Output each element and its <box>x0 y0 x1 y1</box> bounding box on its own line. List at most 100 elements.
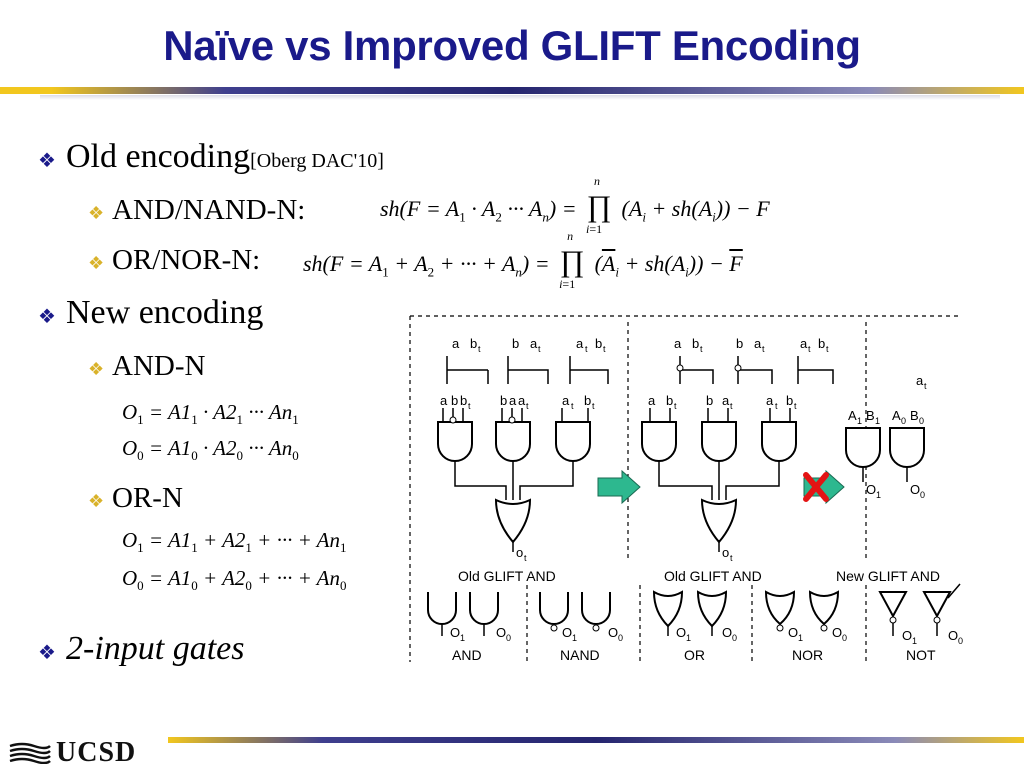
slide-title: Naïve vs Improved GLIFT Encoding <box>163 22 861 69</box>
svg-text:0: 0 <box>920 490 925 500</box>
diamond-bullet-icon: ❖ <box>38 306 56 328</box>
svg-text:b: b <box>460 393 467 408</box>
citation: [Oberg DAC'10] <box>250 150 384 172</box>
svg-text:O: O <box>788 625 798 640</box>
svg-text:O: O <box>832 625 842 640</box>
svg-text:t: t <box>808 344 811 354</box>
svg-text:a: a <box>452 336 460 351</box>
diamond-bullet-icon: ❖ <box>88 203 105 223</box>
equation-or-o1: O1 = A11 + A21 + ··· + An1 <box>122 528 347 556</box>
svg-text:O: O <box>608 625 618 640</box>
svg-text:t: t <box>730 401 733 411</box>
svg-text:a: a <box>518 393 526 408</box>
svg-text:O: O <box>910 482 920 497</box>
svg-text:0: 0 <box>919 416 924 426</box>
diamond-bullet-icon: ❖ <box>88 359 105 379</box>
svg-text:t: t <box>700 344 703 354</box>
svg-text:1: 1 <box>876 490 881 500</box>
svg-text:o: o <box>516 545 523 560</box>
diagram-frame <box>409 315 958 662</box>
caption-new-glift-and: New GLIFT AND <box>836 568 940 584</box>
bullet-text: 2-input gates <box>66 630 245 667</box>
svg-text:t: t <box>603 344 606 354</box>
bullet-new-encoding: ❖ New encoding <box>38 294 263 332</box>
svg-text:a: a <box>530 336 538 351</box>
bullet-two-input-gates: ❖ 2-input gates <box>38 630 244 668</box>
right-arrow-icon <box>597 469 641 505</box>
caption-old-glift-and-2: Old GLIFT AND <box>664 568 762 584</box>
svg-text:0: 0 <box>732 633 737 643</box>
diamond-bullet-icon: ❖ <box>88 491 105 511</box>
footer-divider <box>168 737 1024 743</box>
svg-text:A: A <box>848 408 857 423</box>
svg-text:0: 0 <box>506 633 511 643</box>
diamond-bullet-icon: ❖ <box>38 150 56 172</box>
svg-text:0: 0 <box>958 636 963 646</box>
title-divider-shadow <box>40 95 1000 100</box>
svg-text:a: a <box>800 336 808 351</box>
equation-or-o0: O0 = A10 + A20 + ··· + An0 <box>122 566 347 594</box>
bullet-or-nor-n: ❖ OR/NOR-N: <box>88 244 260 277</box>
equation-or-nor-n: sh(F = A1 + A2 + ··· + An) = n ∏ i=1 (Ai… <box>303 229 743 291</box>
logo-text: UCSD <box>56 737 137 768</box>
svg-text:0: 0 <box>618 633 623 643</box>
svg-text:a: a <box>722 393 730 408</box>
svg-text:O: O <box>676 625 686 640</box>
svg-text:b: b <box>736 336 743 351</box>
equation-and-nand-n: sh(F = A1 · A2 ··· An) = n ∏ i=1 (Ai + s… <box>380 174 770 236</box>
svg-text:b: b <box>692 336 699 351</box>
svg-text:a: a <box>576 336 584 351</box>
svg-text:A: A <box>892 408 901 423</box>
bullet-text: OR-N <box>112 482 183 514</box>
svg-text:a: a <box>648 393 656 408</box>
svg-text:t: t <box>585 344 588 354</box>
svg-text:t: t <box>674 401 677 411</box>
bullet-text: AND/NAND-N: <box>112 194 306 226</box>
svg-text:t: t <box>775 401 778 411</box>
svg-text:O: O <box>562 625 572 640</box>
svg-text:a: a <box>754 336 762 351</box>
svg-text:1: 1 <box>686 633 691 643</box>
svg-text:a: a <box>509 393 517 408</box>
caption-old-glift-and-1: Old GLIFT AND <box>458 568 556 584</box>
gate-label-not: NOT <box>906 647 936 663</box>
svg-text:b: b <box>500 393 507 408</box>
bullet-text: AND-N <box>112 350 206 382</box>
diagram-captions: Old GLIFT AND Old GLIFT AND New GLIFT AN… <box>458 568 940 584</box>
diamond-bullet-icon: ❖ <box>38 642 56 664</box>
svg-text:b: b <box>512 336 519 351</box>
svg-text:1: 1 <box>460 633 465 643</box>
svg-text:a: a <box>766 393 774 408</box>
bullet-or-n: ❖ OR-N <box>88 482 183 515</box>
svg-text:1: 1 <box>912 636 917 646</box>
bullet-and-n: ❖ AND-N <box>88 350 205 383</box>
svg-text:t: t <box>526 401 529 411</box>
equation-and-o0: O0 = A10 · A20 ··· An0 <box>122 436 299 464</box>
diamond-bullet-icon: ❖ <box>88 253 105 273</box>
svg-text:a: a <box>440 393 448 408</box>
svg-text:t: t <box>730 553 733 563</box>
ucsd-logo: UCSD <box>8 737 137 768</box>
svg-text:O: O <box>948 628 958 643</box>
svg-text:0: 0 <box>901 416 906 426</box>
bullet-text: New encoding <box>66 294 264 331</box>
gate-label-or: OR <box>684 647 705 663</box>
svg-text:t: t <box>762 344 765 354</box>
svg-text:0: 0 <box>842 633 847 643</box>
svg-text:1: 1 <box>875 416 880 426</box>
svg-text:t: t <box>538 344 541 354</box>
svg-text:b: b <box>595 336 602 351</box>
title-divider <box>0 87 1024 94</box>
bullet-text: Old encoding <box>66 138 251 175</box>
svg-text:o: o <box>722 545 729 560</box>
gate-label-nand: NAND <box>560 647 600 663</box>
